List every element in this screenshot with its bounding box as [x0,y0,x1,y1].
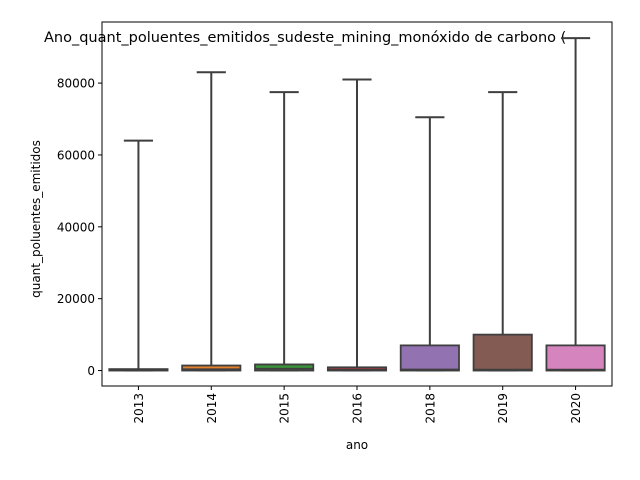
y-tick-label: 20000 [57,292,95,306]
x-tick-label: 2020 [569,393,583,424]
box-iqr [545,344,606,372]
x-tick-label: 2018 [423,393,437,424]
box-2014 [181,71,242,372]
x-axis-label: ano [346,438,368,452]
box-iqr [472,333,533,372]
box-2016 [326,78,388,372]
plot-area [108,37,606,372]
y-tick-label: 60000 [57,148,95,162]
x-tick-label: 2013 [132,393,146,424]
box-2013 [108,139,169,372]
box-iqr [399,344,460,372]
y-axis-label: quant_poluentes_emitidos [29,140,43,298]
x-tick-label: 2019 [496,393,510,424]
box-iqr [254,363,315,372]
box-2020 [545,37,606,372]
box-2018 [399,116,460,372]
x-tick-label: 2016 [351,393,365,424]
y-axis: 0 20000 40000 60000 80000 [57,77,102,378]
y-tick-label: 80000 [57,77,95,91]
y-tick-label: 0 [87,364,95,378]
chart-title: Ano_quant_poluentes_emitidos_sudeste_min… [44,30,566,46]
x-tick-label: 2015 [278,393,292,424]
x-tick-label: 2014 [205,393,219,424]
box-iqr [181,364,242,372]
box-2015 [254,91,315,372]
x-axis: 2013 2014 2015 2016 2018 2019 2020 [132,386,583,424]
y-tick-label: 40000 [57,220,95,234]
plot-frame [101,21,613,387]
box-2019 [472,91,533,372]
